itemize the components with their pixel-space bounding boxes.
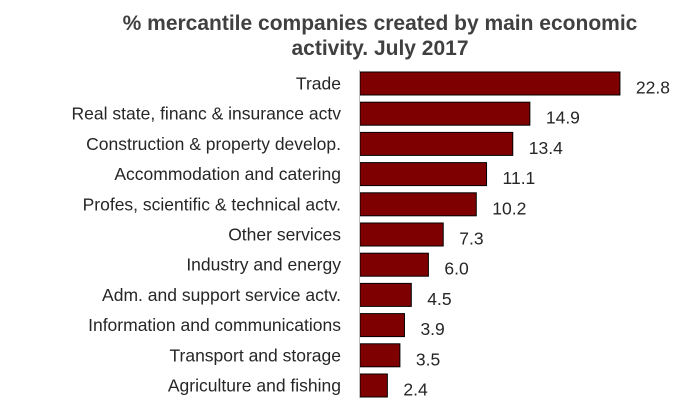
bar bbox=[359, 282, 412, 307]
value-label: 4.5 bbox=[427, 289, 451, 309]
bar bbox=[359, 373, 388, 398]
bar bbox=[359, 222, 444, 247]
category-label: Real state, financ & insurance actv bbox=[72, 104, 342, 124]
value-label: 6.0 bbox=[444, 259, 469, 279]
category-label: Trade bbox=[296, 74, 341, 94]
category-label: Information and communications bbox=[88, 315, 341, 335]
bar bbox=[359, 252, 429, 277]
chart-title-line-1: % mercantile companies created by main e… bbox=[123, 12, 638, 35]
value-label: 2.4 bbox=[403, 380, 428, 398]
chart-title-line-2: activity. July 2017 bbox=[291, 37, 468, 60]
value-label: 3.9 bbox=[420, 319, 444, 339]
value-label: 11.1 bbox=[503, 168, 536, 188]
bar bbox=[359, 101, 531, 126]
bar bbox=[359, 313, 405, 338]
plot-area: Trade 22.8 Real state, financ & insurance … bbox=[72, 71, 670, 398]
category-label: Transport and storage bbox=[169, 345, 341, 365]
category-label: Construction & property develop. bbox=[86, 134, 341, 154]
bar bbox=[359, 71, 621, 96]
value-label: 14.9 bbox=[546, 108, 580, 128]
category-label: Accommodation and catering bbox=[114, 164, 341, 184]
value-label: 10.2 bbox=[492, 198, 526, 218]
category-label: Adm. and support service actv. bbox=[102, 285, 341, 305]
category-label: Other services bbox=[228, 225, 341, 245]
value-label: 22.8 bbox=[636, 78, 670, 98]
category-label: Profes, scientific & technical actv. bbox=[83, 194, 341, 214]
category-label: Industry and energy bbox=[186, 255, 341, 275]
value-label: 13.4 bbox=[529, 138, 563, 158]
category-label: Agriculture and fishing bbox=[168, 376, 341, 396]
bar bbox=[359, 131, 514, 156]
value-label: 3.5 bbox=[416, 349, 440, 369]
bar bbox=[359, 192, 477, 217]
bar bbox=[359, 162, 488, 187]
bar bbox=[359, 343, 401, 368]
value-label: 7.3 bbox=[459, 229, 483, 249]
